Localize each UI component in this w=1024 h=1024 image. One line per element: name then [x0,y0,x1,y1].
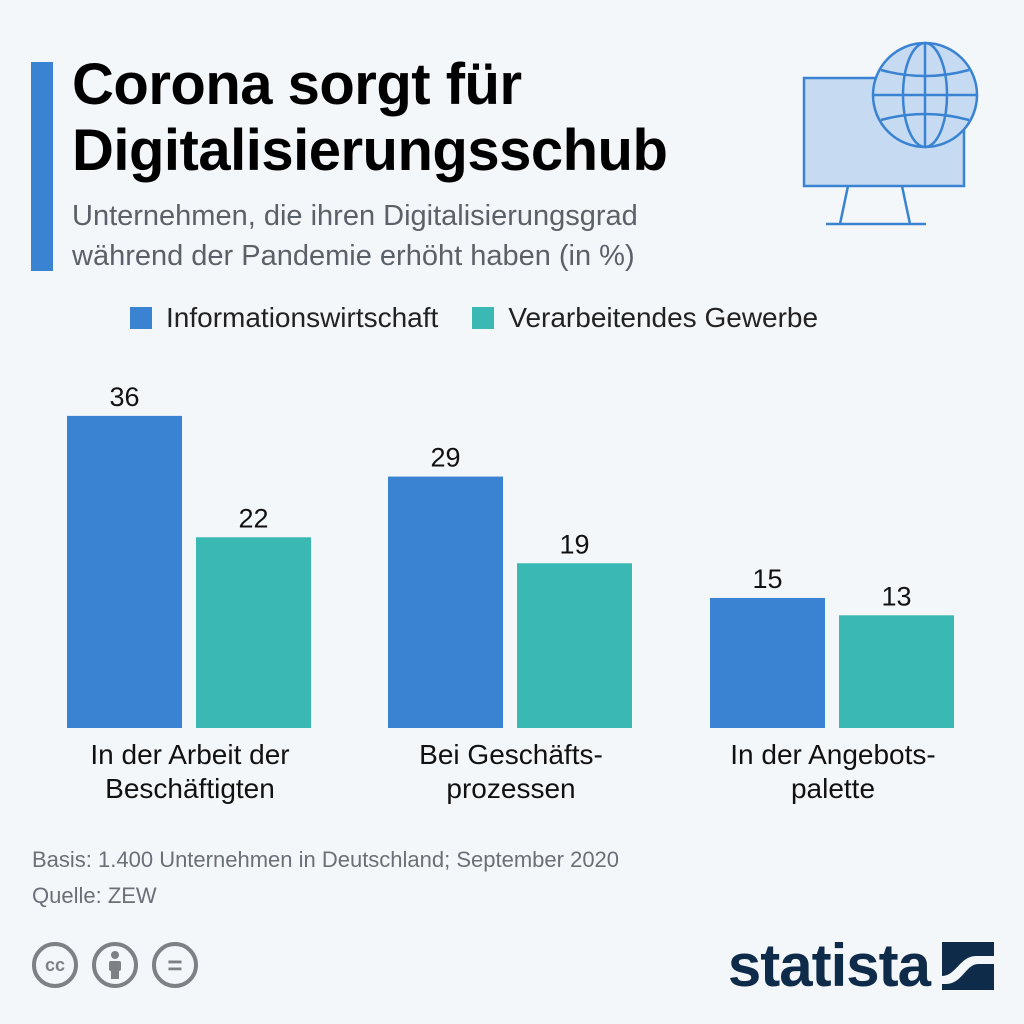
bar-series-1-category-1 [67,415,182,728]
bar-chart: 36 29 15 22 19 13 [67,382,954,728]
bar-series-2-category-3 [839,615,954,728]
nd-icon[interactable]: = [152,942,198,988]
chart-subtitle-line-2: während der Pandemie erhöht haben (in %) [72,240,635,272]
category-label-1: In der Arbeit der Beschäftigten [50,738,330,806]
category-label-3: In der Angebots- palette [693,738,973,806]
category-label-2: Bei Geschäfts- prozessen [371,738,651,806]
data-label-series-2-category-2: 19 [559,529,589,559]
cc-icon-text: cc [44,954,66,975]
legend-swatch-series-1 [130,307,152,329]
legend-label-series-1: Informationswirtschaft [166,302,439,333]
bar-series-2-category-2 [517,563,632,728]
title-accent-bar [31,62,53,271]
category-label-1-line-1: In der Arbeit der [90,739,290,770]
bar-series-1-category-2 [388,476,503,728]
chart-title-line-2: Digitalisierungsschub [72,118,668,183]
basis-note: Basis: 1.400 Unternehmen in Deutschland;… [32,847,620,872]
monitor-globe-icon [802,41,979,226]
chart-legend: Informationswirtschaft Verarbeitendes Ge… [130,298,852,338]
legend-item-verarbeitendes-gewerbe: Verarbeitendes Gewerbe [472,302,818,334]
category-label-2-line-1: Bei Geschäfts- [419,739,603,770]
data-label-series-1-category-3: 15 [752,564,782,594]
statista-wordmark: statista [727,932,931,999]
chart-notes: Basis: 1.400 Unternehmen in Deutschland;… [32,842,619,914]
category-label-3-line-2: palette [790,773,876,804]
nd-icon-text: = [167,949,183,980]
source-note: Quelle: ZEW [32,883,157,908]
license-icons: cc = [32,942,212,988]
by-icon[interactable] [92,942,138,988]
data-label-series-1-category-1: 36 [109,382,139,412]
statista-logo[interactable]: statista [728,936,994,996]
chart-title-line-1: Corona sorgt für [72,52,522,117]
category-label-2-line-2: prozessen [446,773,576,804]
statista-logo-icon [942,942,994,990]
chart-title: Corona sorgt für Digitalisierungsschub [72,52,668,184]
chart-subtitle-line-1: Unternehmen, die ihren Digitalisierungsg… [72,200,638,232]
legend-swatch-series-2 [472,307,495,329]
data-label-series-1-category-2: 29 [430,443,460,473]
category-label-1-line-2: Beschäftigten [105,773,275,804]
category-label-3-line-1: In der Angebots- [730,739,936,770]
data-label-series-2-category-3: 13 [881,581,911,611]
person-icon [109,951,121,979]
legend-label-series-2: Verarbeitendes Gewerbe [508,302,819,333]
cc-icon[interactable]: cc [32,942,78,988]
bar-series-1-category-3 [710,597,825,728]
legend-item-informationswirtschaft: Informationswirtschaft [130,302,438,334]
chart-subtitle: Unternehmen, die ihren Digitalisierungsg… [72,196,638,276]
data-label-series-2-category-1: 22 [238,503,268,533]
bar-series-2-category-1 [196,537,311,728]
